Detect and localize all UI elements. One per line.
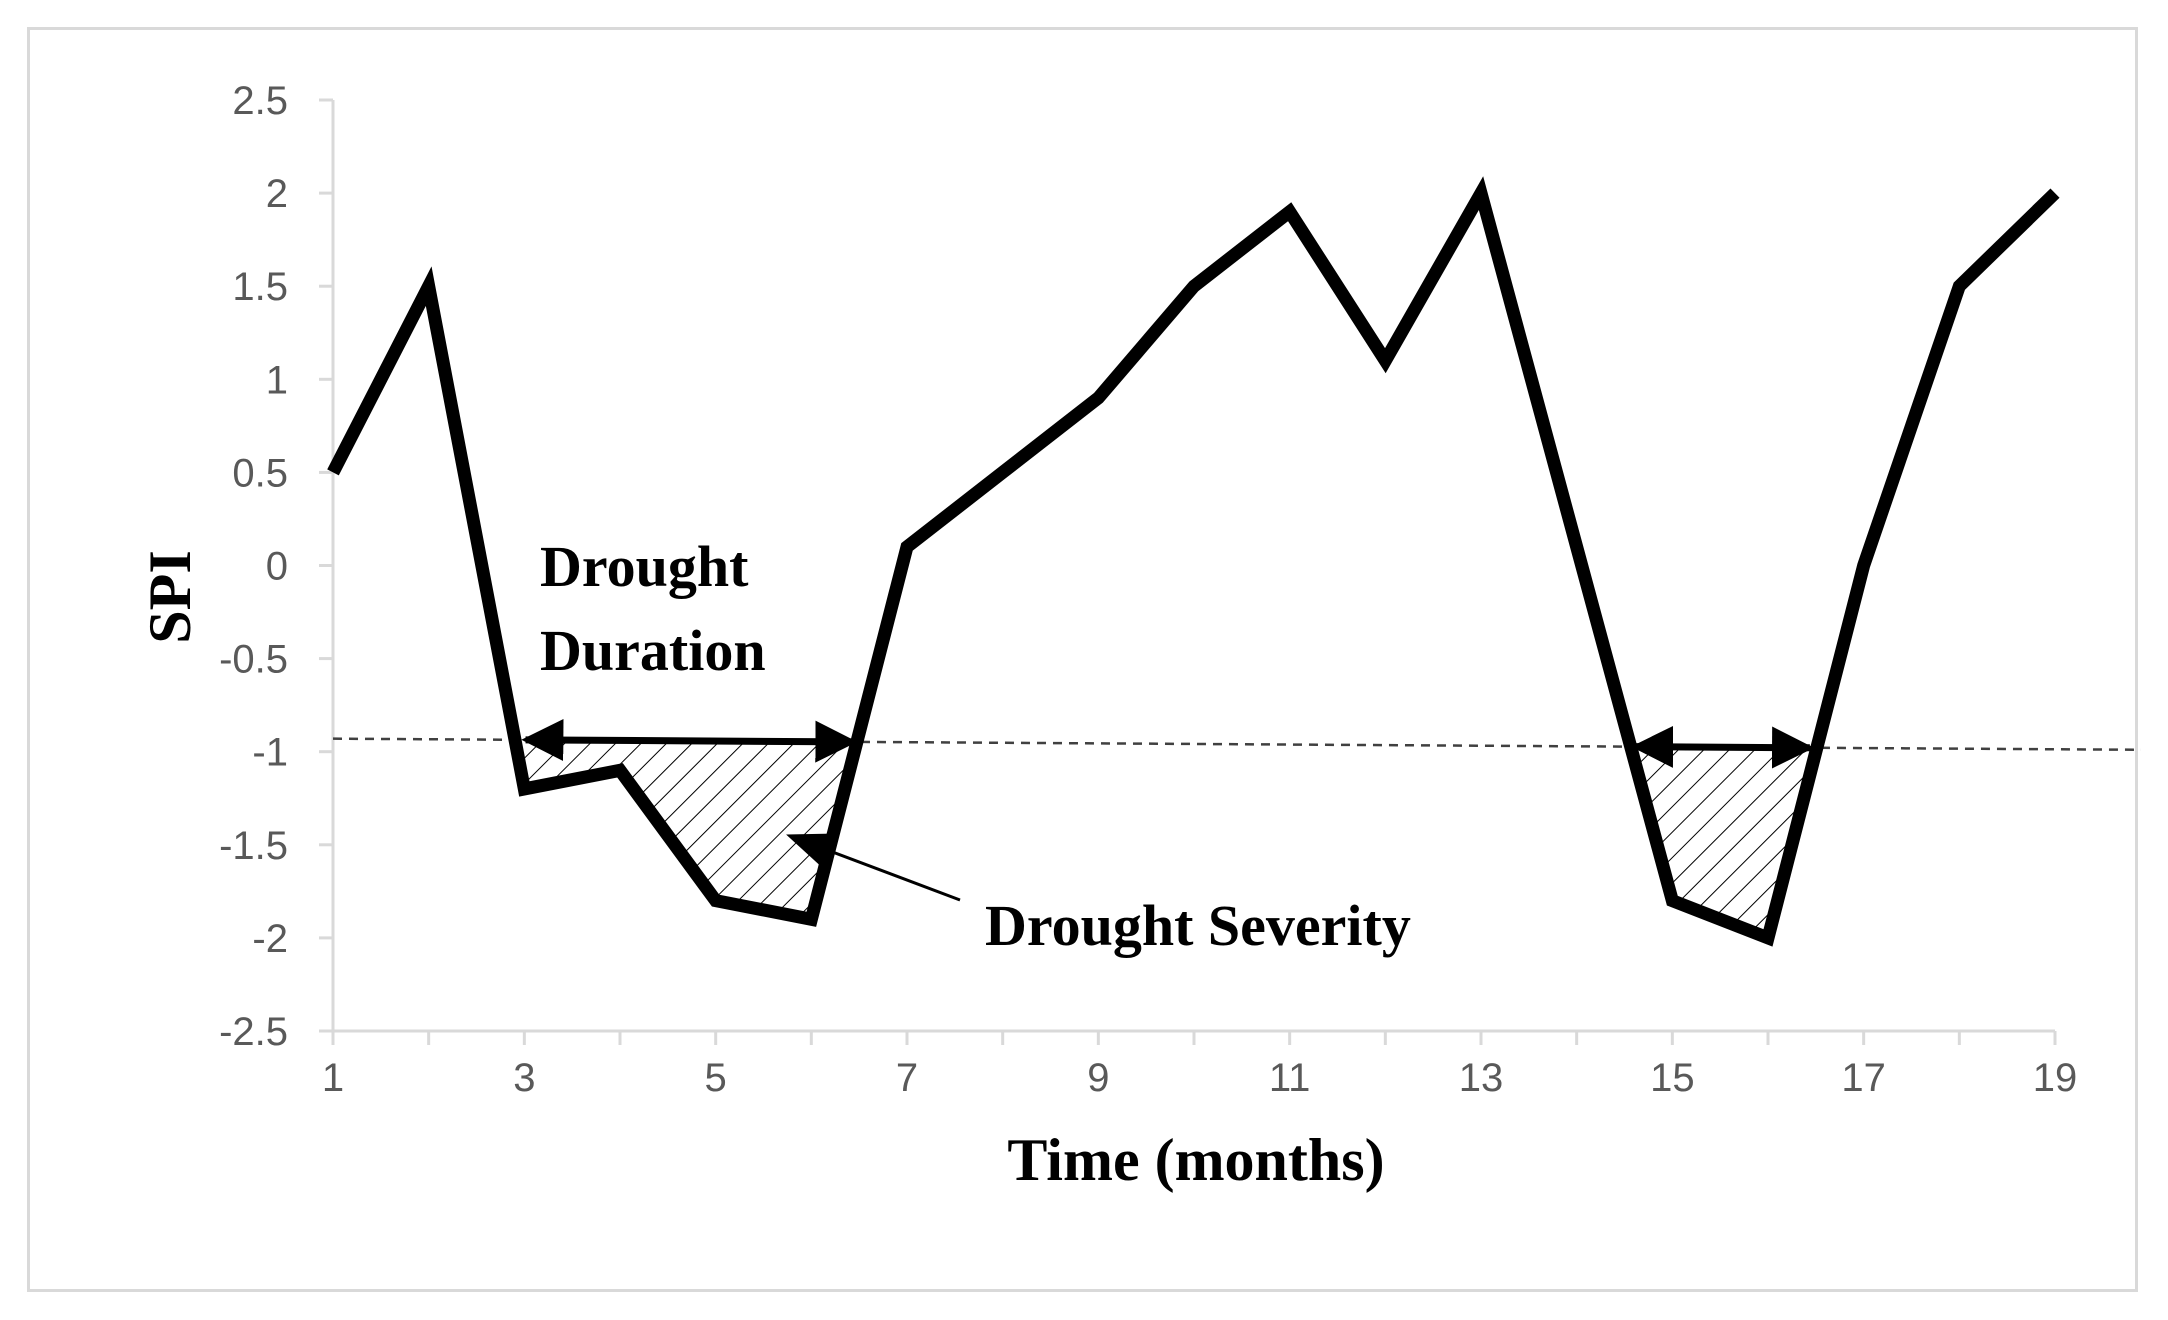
y-tick-label: -1.5 <box>219 824 288 868</box>
y-tick-label: 0 <box>266 545 288 589</box>
x-tick-label: 1 <box>322 1056 344 1100</box>
x-tick-label: 19 <box>2033 1056 2078 1100</box>
y-tick-label: 1 <box>266 358 288 402</box>
y-tick-label: 0.5 <box>232 451 288 495</box>
drought-duration-arrow-2 <box>1631 725 1815 769</box>
x-tick-label: 7 <box>896 1056 918 1100</box>
y-tick-label: 2 <box>266 172 288 216</box>
chart-frame: 2.5 2 1.5 1 0.5 0 -0.5 -1 -1.5 -2 -2.5 1 3 5 7 9 11 13 15 1… <box>27 27 2141 1292</box>
x-tick-label: 17 <box>1841 1056 1886 1100</box>
x-tick-label: 15 <box>1650 1056 1695 1100</box>
y-tick-label: -0.5 <box>219 638 288 682</box>
y-axis-title: SPI <box>137 550 203 643</box>
y-tick-label: -2.5 <box>219 1010 288 1054</box>
x-tick-label: 3 <box>513 1056 535 1100</box>
y-tick-label: 2.5 <box>232 79 288 123</box>
x-tick-label: 9 <box>1087 1056 1109 1100</box>
severity-pointer-arrow <box>786 833 961 902</box>
drought-severity-area-1 <box>519 733 860 920</box>
drought-duration-label-line1: Drought <box>540 534 749 599</box>
y-tick-label: -1 <box>252 731 288 775</box>
drought-duration-label-line2: Duration <box>540 618 766 683</box>
x-axis-title: Time (months) <box>1007 1127 1384 1193</box>
y-tick-label: 1.5 <box>232 265 288 309</box>
x-tick-label: 5 <box>705 1056 727 1100</box>
spi-chart: 2.521.510.50-0.5-1-1.5-2-2.51 3 5 7 9 11 13 15 1… <box>137 79 2141 1193</box>
x-tick-label: 13 <box>1459 1056 1504 1100</box>
x-tick-label: 11 <box>1269 1056 1311 1100</box>
drought-duration-arrow-1 <box>521 719 858 763</box>
y-tick-label: -2 <box>252 917 288 961</box>
spi-series-line <box>327 176 2060 947</box>
drought-severity-label: Drought Severity <box>985 893 1411 958</box>
